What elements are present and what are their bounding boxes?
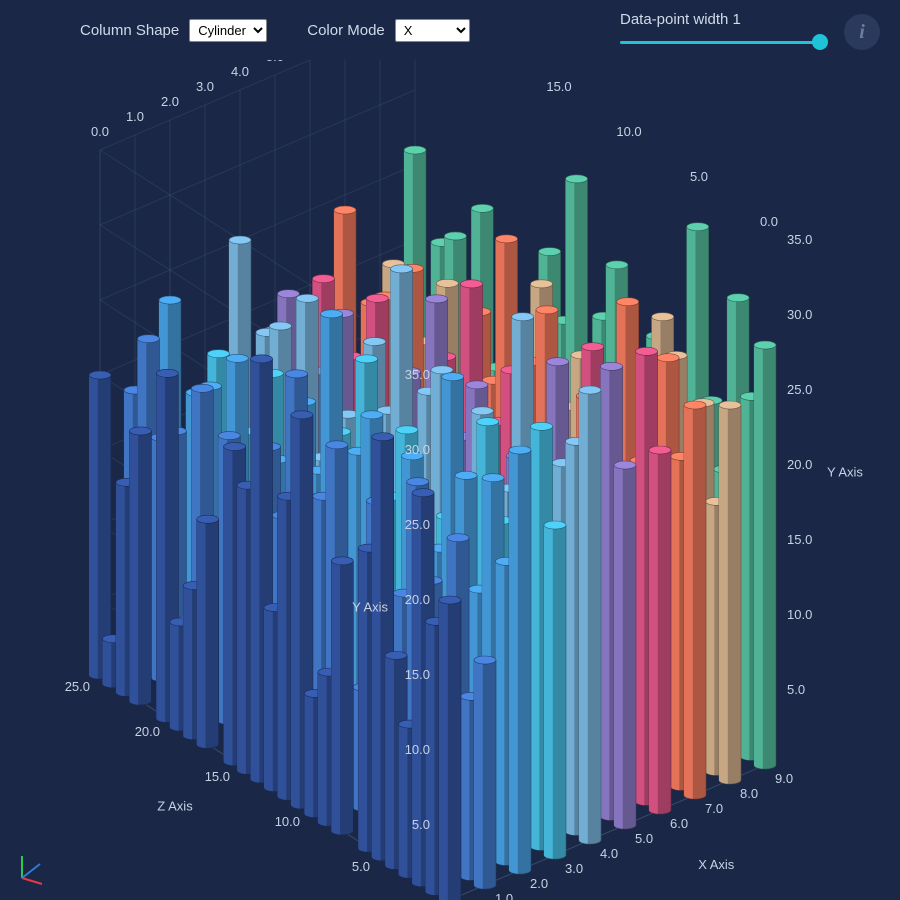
color-mode-select[interactable]: XYZ bbox=[395, 19, 470, 42]
svg-text:15.0: 15.0 bbox=[787, 532, 812, 547]
width-slider-track bbox=[620, 41, 820, 44]
svg-text:10.0: 10.0 bbox=[275, 814, 300, 829]
svg-text:15.0: 15.0 bbox=[405, 667, 430, 682]
svg-text:Y Axis: Y Axis bbox=[352, 599, 388, 614]
svg-text:20.0: 20.0 bbox=[405, 592, 430, 607]
svg-text:35.0: 35.0 bbox=[405, 367, 430, 382]
svg-text:2.0: 2.0 bbox=[530, 876, 548, 891]
svg-text:X Axis: X Axis bbox=[698, 857, 735, 872]
axis-gizmo bbox=[14, 854, 46, 886]
svg-text:30.0: 30.0 bbox=[787, 307, 812, 322]
svg-text:0.0: 0.0 bbox=[91, 124, 109, 139]
svg-text:35.0: 35.0 bbox=[787, 232, 812, 247]
svg-text:5.0: 5.0 bbox=[787, 682, 805, 697]
width-slider-thumb[interactable] bbox=[812, 34, 828, 50]
svg-text:25.0: 25.0 bbox=[65, 679, 90, 694]
column-shape-select[interactable]: CylinderBoxCone bbox=[189, 19, 267, 42]
svg-text:2.0: 2.0 bbox=[161, 94, 179, 109]
svg-text:15.0: 15.0 bbox=[205, 769, 230, 784]
svg-text:4.0: 4.0 bbox=[231, 64, 249, 79]
svg-text:Y Axis: Y Axis bbox=[827, 464, 863, 479]
width-slider-control: Data-point width 1 bbox=[620, 11, 820, 50]
svg-text:1.0: 1.0 bbox=[126, 109, 144, 124]
svg-text:10.0: 10.0 bbox=[787, 607, 812, 622]
svg-text:3.0: 3.0 bbox=[565, 861, 583, 876]
toolbar: Column Shape CylinderBoxCone Color Mode … bbox=[0, 0, 900, 60]
svg-text:10.0: 10.0 bbox=[616, 124, 641, 139]
svg-text:10.0: 10.0 bbox=[405, 742, 430, 757]
color-mode-label: Color Mode bbox=[307, 22, 385, 39]
svg-text:7.0: 7.0 bbox=[705, 801, 723, 816]
width-slider-label: Data-point width 1 bbox=[620, 11, 741, 28]
svg-text:5.0: 5.0 bbox=[266, 60, 284, 64]
svg-text:5.0: 5.0 bbox=[635, 831, 653, 846]
column-shape-label: Column Shape bbox=[80, 22, 179, 39]
svg-text:1.0: 1.0 bbox=[495, 891, 513, 900]
column-shape-control: Column Shape CylinderBoxCone bbox=[80, 19, 267, 42]
svg-text:25.0: 25.0 bbox=[405, 517, 430, 532]
svg-text:3.0: 3.0 bbox=[196, 79, 214, 94]
svg-text:20.0: 20.0 bbox=[787, 457, 812, 472]
svg-text:5.0: 5.0 bbox=[412, 817, 430, 832]
svg-text:25.0: 25.0 bbox=[787, 382, 812, 397]
svg-text:8.0: 8.0 bbox=[740, 786, 758, 801]
color-mode-control: Color Mode XYZ bbox=[307, 19, 470, 42]
chart-3d-bar[interactable]: 0.00.01.01.02.02.03.03.04.04.05.05.06.06… bbox=[0, 60, 900, 900]
svg-text:5.0: 5.0 bbox=[690, 169, 708, 184]
svg-text:9.0: 9.0 bbox=[775, 771, 793, 786]
svg-text:4.0: 4.0 bbox=[600, 846, 618, 861]
svg-text:5.0: 5.0 bbox=[352, 859, 370, 874]
svg-text:15.0: 15.0 bbox=[546, 79, 571, 94]
svg-text:6.0: 6.0 bbox=[670, 816, 688, 831]
svg-text:0.0: 0.0 bbox=[760, 214, 778, 229]
svg-text:Z Axis: Z Axis bbox=[157, 799, 193, 814]
svg-text:30.0: 30.0 bbox=[405, 442, 430, 457]
svg-text:20.0: 20.0 bbox=[135, 724, 160, 739]
width-slider[interactable] bbox=[620, 34, 820, 50]
